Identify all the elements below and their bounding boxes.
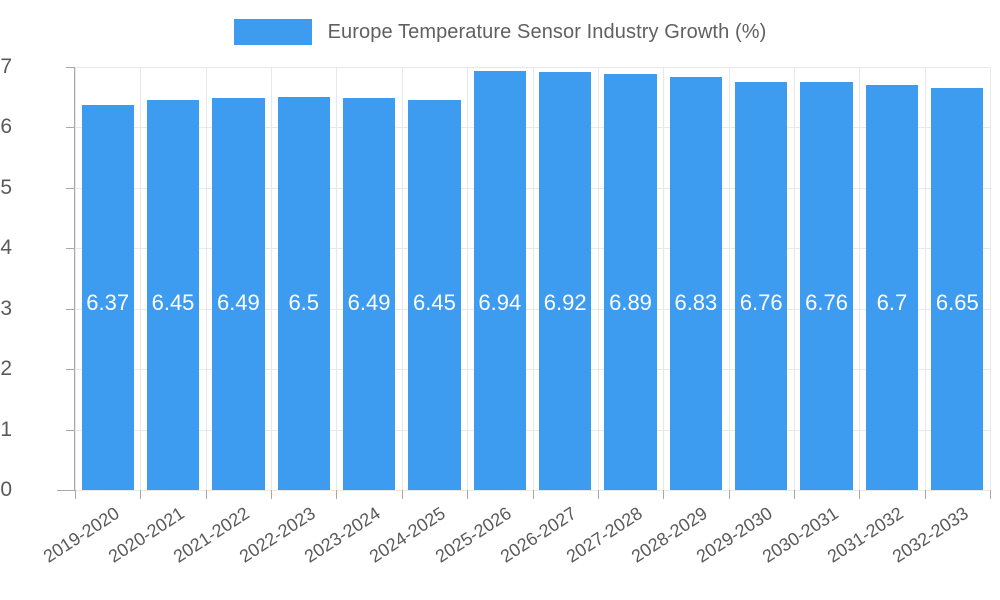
gridline-horizontal	[75, 369, 990, 371]
bar[interactable]	[865, 85, 919, 490]
y-axis-tick-mark	[66, 429, 75, 431]
gridline-vertical	[990, 67, 991, 490]
gridline-horizontal	[75, 187, 990, 189]
y-axis-tick-label: 0	[0, 478, 12, 501]
bar[interactable]	[473, 70, 526, 490]
y-axis-tick-label: 1	[0, 417, 12, 441]
y-axis-tick-mark	[66, 127, 75, 129]
x-axis-tick-mark	[467, 490, 468, 499]
gridline-vertical	[729, 67, 730, 490]
y-axis-tick-label: 7	[0, 55, 12, 78]
bar-value-label: 6.49	[216, 290, 260, 315]
x-axis-tick-mark	[598, 490, 599, 499]
gridline-horizontal	[75, 248, 990, 250]
gridline-vertical	[598, 67, 599, 490]
bar[interactable]	[604, 73, 657, 490]
gridline-vertical	[271, 67, 272, 490]
bar-value-label: 6.89	[609, 290, 652, 315]
bar[interactable]	[931, 88, 984, 490]
x-axis-tick-mark	[140, 490, 141, 499]
x-axis-tick-mark	[925, 490, 926, 499]
x-axis-tick-mark	[533, 490, 534, 499]
y-axis-tick-label: 2	[0, 357, 12, 381]
y-axis-tick-mark	[66, 248, 75, 250]
gridline-vertical	[859, 67, 860, 490]
chart-legend: Europe Temperature Sensor Industry Growt…	[0, 14, 1000, 50]
gridline-horizontal	[75, 308, 990, 310]
gridline-horizontal	[75, 127, 990, 129]
bar[interactable]	[408, 100, 461, 490]
x-axis-tick-mark	[402, 490, 403, 499]
bar-value-label: 6.65	[935, 290, 979, 315]
bar-value-label: 6.37	[86, 290, 130, 315]
y-axis-tick-label: 3	[0, 296, 12, 320]
bar-value-label: 6.83	[674, 290, 718, 315]
bar-value-label: 6.5	[288, 290, 320, 315]
x-axis-tick-mark	[206, 490, 207, 499]
y-axis-tick-label: 6	[0, 115, 12, 139]
gridline-vertical	[467, 67, 468, 490]
bar-value-label: 6.49	[347, 290, 391, 315]
bar[interactable]	[81, 105, 134, 490]
plot-area: 6.37 6.45 6.49 6.5 6.49 6.45 6.94 6.92 6.89 6.83 6…	[75, 67, 991, 491]
bar-value-label: 6.94	[478, 290, 522, 315]
gridline-horizontal	[75, 429, 990, 431]
x-axis-tick-mark	[75, 490, 76, 499]
x-axis-tick-mark	[794, 490, 795, 499]
y-axis-tick-mark	[66, 369, 75, 371]
gridline-horizontal	[75, 67, 990, 68]
gridline-vertical	[925, 67, 926, 490]
bar-value-label: 6.7	[876, 290, 908, 315]
gridline-vertical	[663, 67, 664, 490]
gridline-vertical	[336, 67, 337, 490]
x-axis-tick-mark	[729, 490, 730, 499]
bar[interactable]	[212, 97, 265, 490]
gridline-horizontal	[75, 490, 990, 491]
gridline-vertical	[140, 67, 141, 490]
gridline-vertical	[533, 67, 534, 490]
bar-value-label: 6.76	[805, 290, 848, 315]
x-axis-tick-mark	[336, 490, 337, 499]
bar[interactable]	[800, 81, 853, 490]
gridline-vertical	[206, 67, 207, 490]
x-axis-tick-mark	[663, 490, 664, 499]
x-axis-tick-mark	[859, 490, 860, 499]
bar-value-label: 6.92	[543, 290, 587, 315]
gridline-vertical	[794, 67, 795, 490]
y-axis-tick-mark	[66, 490, 75, 491]
y-axis-tick-mark	[66, 308, 75, 310]
bar-value-label: 6.45	[151, 290, 195, 315]
y-axis-tick-mark	[66, 67, 75, 68]
x-axis-tick-mark	[990, 490, 991, 499]
bar-value-label: 6.76	[739, 290, 783, 315]
bar[interactable]	[277, 97, 330, 490]
gridline-vertical	[402, 67, 403, 490]
gridline-vertical	[75, 67, 76, 490]
bar[interactable]	[735, 81, 788, 490]
legend-color-swatch	[233, 19, 312, 45]
bar[interactable]	[539, 71, 592, 490]
legend-label: Europe Temperature Sensor Industry Growt…	[327, 20, 767, 43]
y-axis-tick-label: 5	[0, 175, 12, 199]
y-axis-spine	[74, 67, 75, 491]
y-axis-tick-label: 4	[0, 236, 12, 260]
bar[interactable]	[669, 77, 723, 490]
y-axis-tick-mark	[66, 187, 75, 189]
bar-value-label: 6.45	[413, 290, 456, 315]
bar[interactable]	[342, 97, 396, 490]
bar[interactable]	[146, 100, 200, 490]
x-axis-tick-mark	[271, 490, 272, 499]
